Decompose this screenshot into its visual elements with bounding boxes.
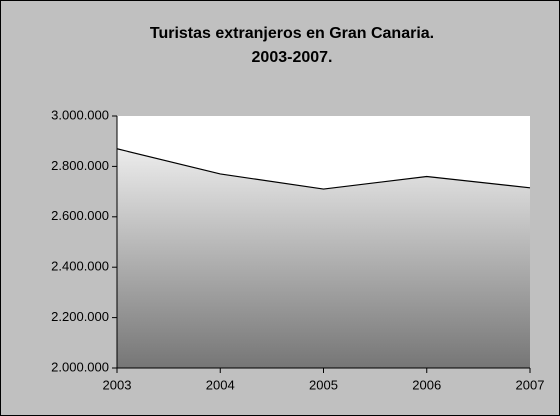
x-tick-label: 2005: [309, 377, 338, 392]
y-tick-label: 2.000.000: [51, 359, 109, 374]
x-tick-label: 2007: [516, 377, 545, 392]
y-tick-label: 2.400.000: [51, 259, 109, 274]
x-tick-label: 2004: [206, 377, 235, 392]
chart-subtitle: 2003-2007.: [252, 49, 333, 66]
chart-title: Turistas extranjeros en Gran Canaria.: [150, 25, 434, 42]
y-tick-label: 2.200.000: [51, 309, 109, 324]
area: [117, 148, 530, 368]
y-tick-label: 2.600.000: [51, 208, 109, 223]
area-line: [116, 148, 531, 190]
y-tick-label: 2.800.000: [51, 158, 109, 173]
x-tick-label: 2003: [103, 377, 132, 392]
y-tick-label: 3.000.000: [51, 107, 109, 122]
x-tick-label: 2006: [412, 377, 441, 392]
